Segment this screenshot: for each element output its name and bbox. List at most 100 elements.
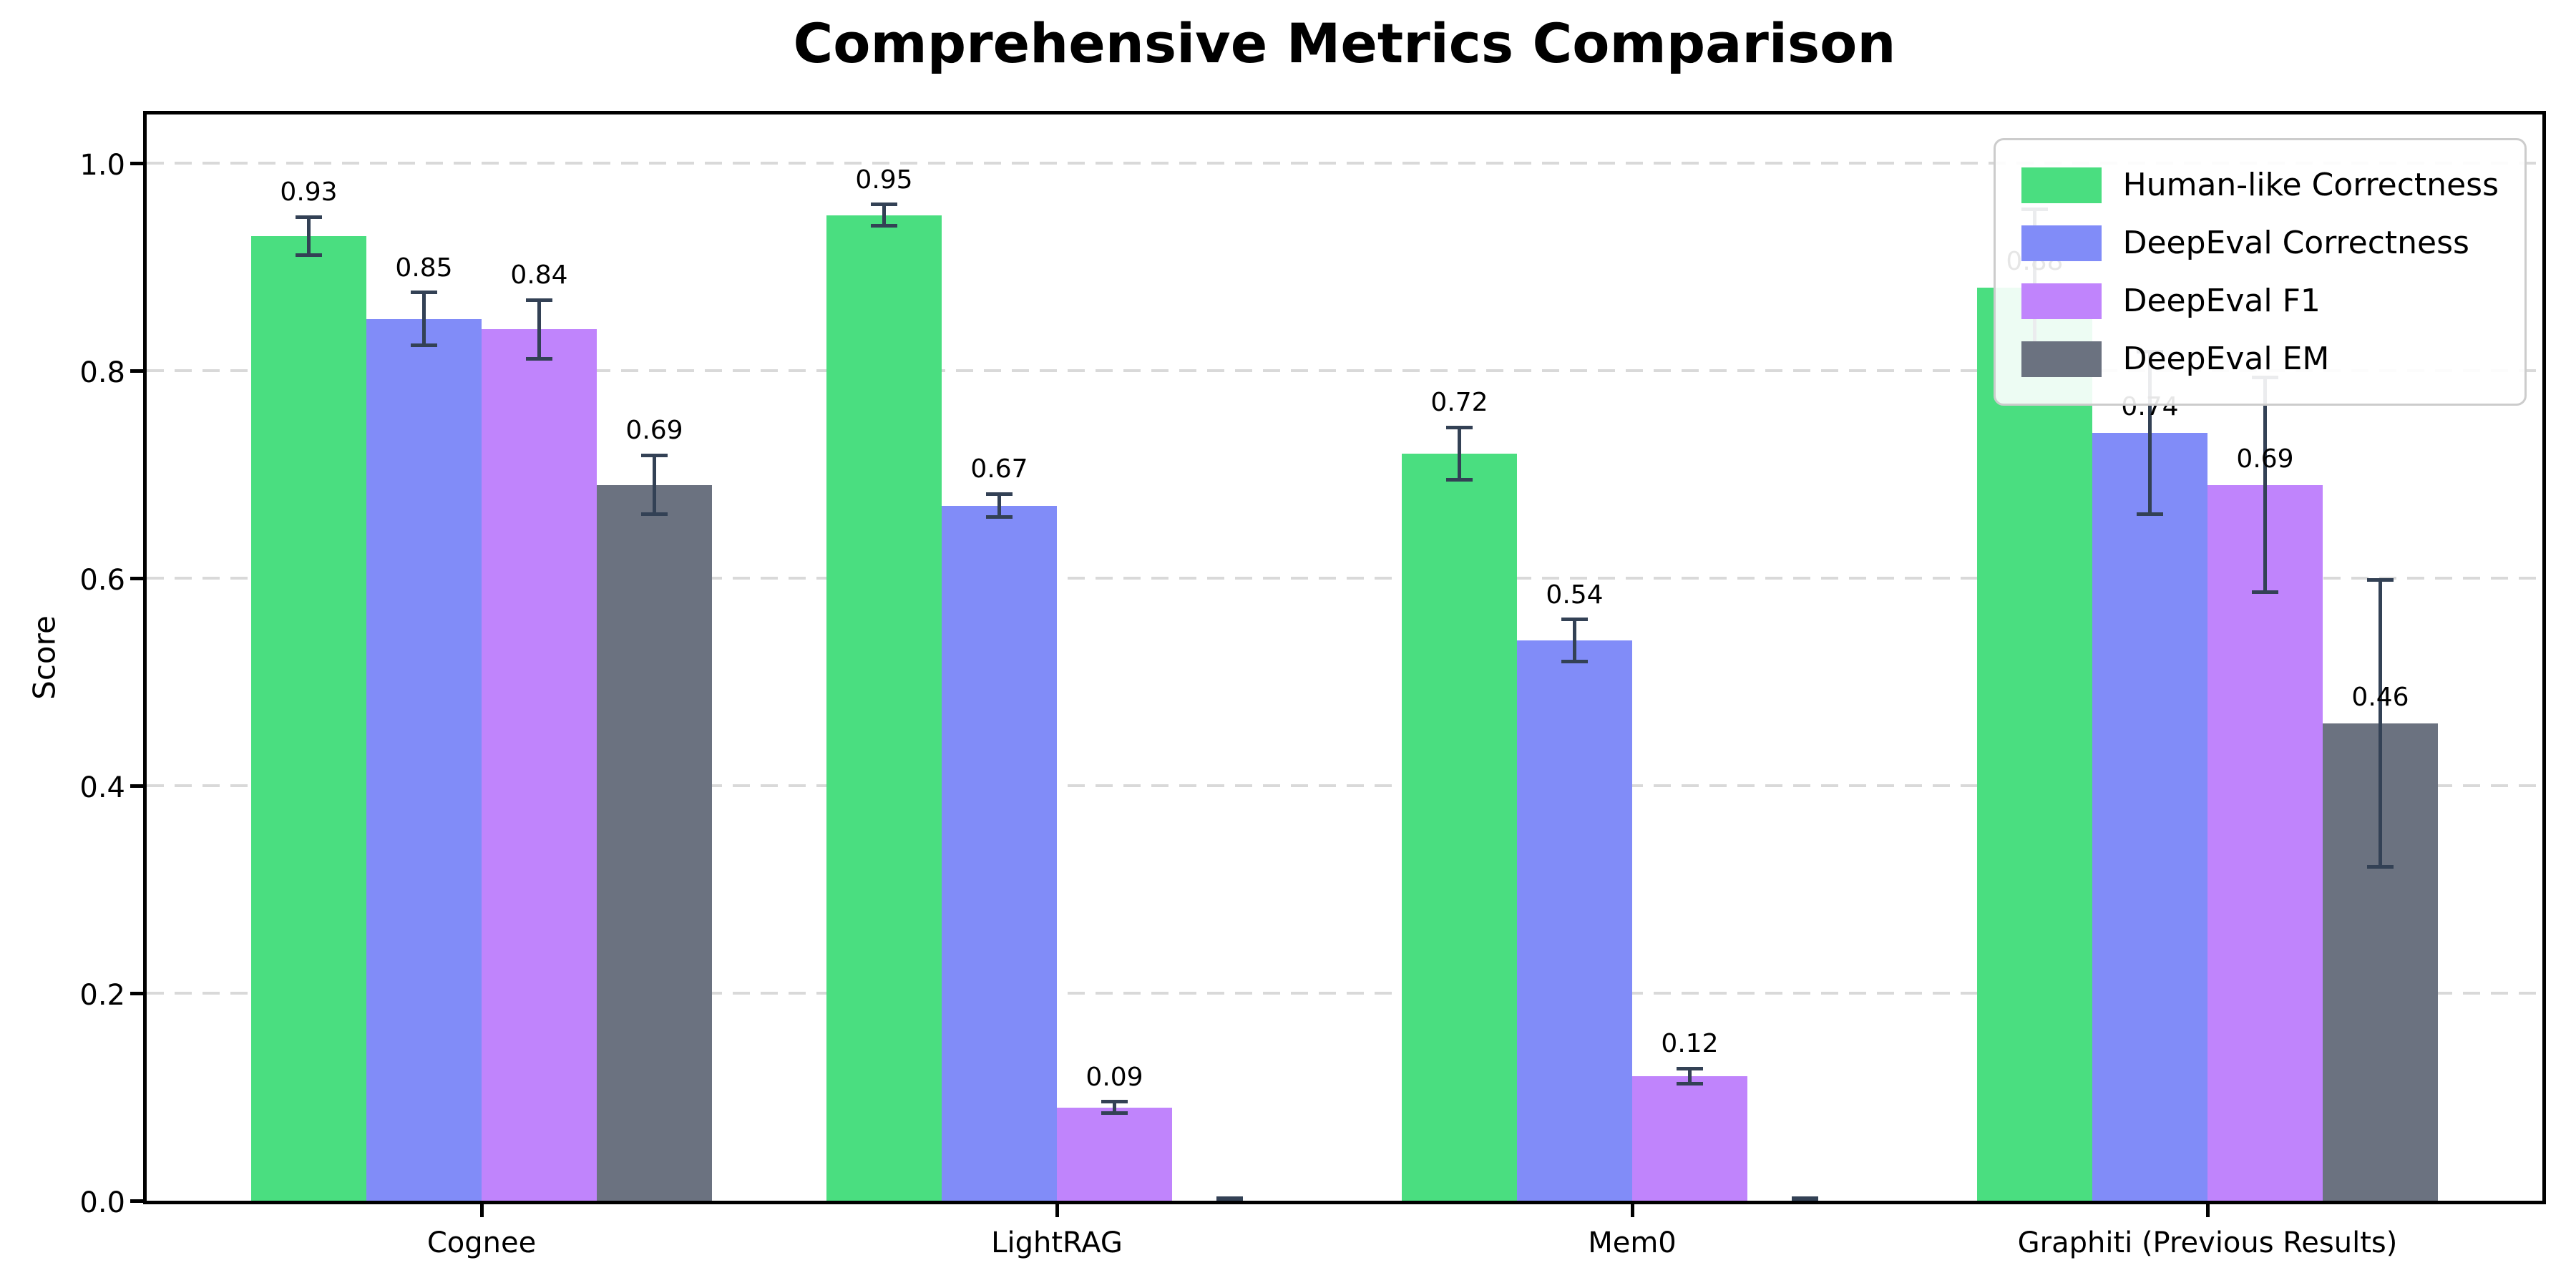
legend-label: Human-like Correctness bbox=[2122, 167, 2499, 203]
x-tick-label: Mem0 bbox=[1588, 1226, 1677, 1259]
error-bar-cap bbox=[986, 492, 1013, 496]
bar bbox=[482, 329, 597, 1201]
error-bar-cap bbox=[1792, 1197, 1818, 1201]
legend: Human-like Correctness DeepEval Correctne… bbox=[1993, 138, 2527, 406]
legend-item: DeepEval Correctness bbox=[2021, 214, 2499, 272]
bar-value-label: 0.93 bbox=[280, 177, 338, 207]
y-axis-label: Score bbox=[26, 615, 62, 700]
error-bar bbox=[422, 291, 426, 347]
bar bbox=[366, 318, 482, 1201]
error-bar bbox=[307, 215, 311, 257]
legend-label: DeepEval EM bbox=[2122, 341, 2330, 377]
error-bar-cap bbox=[641, 512, 668, 516]
legend-swatch-icon bbox=[2021, 225, 2102, 261]
error-bar-cap bbox=[2367, 865, 2394, 869]
y-tick-mark bbox=[130, 784, 143, 788]
plot-area: Human-like Correctness DeepEval Correctne… bbox=[79, 111, 2546, 1259]
bar bbox=[1517, 640, 1632, 1201]
bar-value-label: 0.46 bbox=[2351, 683, 2409, 713]
bar bbox=[1632, 1076, 1747, 1201]
error-bar-cap bbox=[526, 298, 552, 302]
error-bar-cap bbox=[1216, 1197, 1243, 1201]
bar bbox=[1057, 1107, 1172, 1201]
bar-value-label: 0.69 bbox=[2236, 444, 2294, 474]
y-tick-label: 0.8 bbox=[79, 356, 125, 389]
error-bar bbox=[1113, 1100, 1116, 1115]
error-bar bbox=[1573, 618, 1576, 663]
bar-value-label: 0.54 bbox=[1546, 580, 1604, 610]
error-bar bbox=[2379, 578, 2382, 869]
error-bar bbox=[1688, 1066, 1692, 1086]
gridline bbox=[147, 369, 2542, 372]
legend-swatch-icon bbox=[2021, 167, 2102, 203]
error-bar-cap bbox=[986, 515, 1013, 519]
error-bar bbox=[2263, 376, 2267, 594]
error-bar bbox=[653, 454, 656, 516]
error-bar-cap bbox=[2367, 578, 2394, 582]
error-bar-cap bbox=[411, 291, 437, 295]
y-tick-label: 0.2 bbox=[79, 979, 125, 1012]
y-tick-label: 0.4 bbox=[79, 771, 125, 804]
error-bar-cap bbox=[641, 454, 668, 457]
error-bar-cap bbox=[1677, 1082, 1703, 1086]
bar-value-label: 0.67 bbox=[970, 454, 1028, 484]
error-bar-cap bbox=[2252, 590, 2278, 594]
error-bar-cap bbox=[411, 343, 437, 347]
bar-value-label: 0.12 bbox=[1661, 1029, 1719, 1059]
bar-value-label: 0.95 bbox=[855, 165, 913, 195]
bar-value-label: 0.72 bbox=[1430, 388, 1488, 418]
y-tick-label: 0.6 bbox=[79, 564, 125, 597]
error-bar bbox=[997, 492, 1001, 519]
error-bar-cap bbox=[296, 253, 322, 257]
error-bar-cap bbox=[1561, 659, 1588, 663]
bar bbox=[2092, 433, 2207, 1201]
error-bar-cap bbox=[1446, 478, 1473, 482]
bar bbox=[1977, 288, 2092, 1201]
gridline bbox=[147, 162, 2542, 165]
legend-swatch-icon bbox=[2021, 341, 2102, 377]
error-bar-cap bbox=[1561, 618, 1588, 622]
x-tick-label: Cognee bbox=[426, 1226, 537, 1259]
legend-swatch-icon bbox=[2021, 283, 2102, 319]
bar bbox=[2207, 484, 2323, 1201]
bar bbox=[251, 235, 366, 1201]
y-tick-mark bbox=[130, 576, 143, 580]
x-tick-label: Graphiti (Previous Results) bbox=[2017, 1226, 2398, 1259]
x-tick-mark bbox=[479, 1204, 484, 1217]
error-bar-cap bbox=[871, 203, 897, 207]
y-tick-mark bbox=[130, 991, 143, 995]
legend-label: DeepEval Correctness bbox=[2122, 225, 2469, 261]
legend-item: Human-like Correctness bbox=[2021, 156, 2499, 214]
gridline bbox=[147, 992, 2542, 995]
error-bar bbox=[537, 298, 541, 361]
bar bbox=[1402, 454, 1517, 1201]
error-bar-cap bbox=[1101, 1111, 1128, 1115]
y-tick-mark bbox=[130, 161, 143, 165]
legend-label: DeepEval F1 bbox=[2122, 283, 2321, 319]
error-bar bbox=[2148, 350, 2152, 516]
legend-item: DeepEval F1 bbox=[2021, 272, 2499, 330]
gridline bbox=[147, 784, 2542, 787]
legend-item: DeepEval EM bbox=[2021, 330, 2499, 388]
error-bar-cap bbox=[1677, 1066, 1703, 1070]
error-bar bbox=[882, 203, 886, 228]
x-tick-mark bbox=[2205, 1204, 2210, 1217]
x-tick-mark bbox=[1055, 1204, 1059, 1217]
bar-value-label: 0.09 bbox=[1085, 1062, 1143, 1092]
bar-value-label: 0.69 bbox=[625, 416, 683, 446]
error-bar-cap bbox=[1101, 1100, 1128, 1104]
bar bbox=[597, 484, 712, 1201]
error-bar-cap bbox=[526, 356, 552, 361]
error-bar-cap bbox=[871, 223, 897, 228]
bar-value-label: 0.84 bbox=[510, 260, 568, 290]
error-bar-cap bbox=[1446, 425, 1473, 429]
error-bar bbox=[1458, 425, 1461, 482]
gridline bbox=[147, 577, 2542, 580]
y-tick-mark bbox=[130, 1199, 143, 1203]
x-tick-label: LightRAG bbox=[991, 1226, 1123, 1259]
error-bar-cap bbox=[2137, 512, 2163, 516]
y-tick-label: 0.0 bbox=[79, 1186, 125, 1219]
y-tick-mark bbox=[130, 369, 143, 373]
bar bbox=[942, 505, 1057, 1201]
